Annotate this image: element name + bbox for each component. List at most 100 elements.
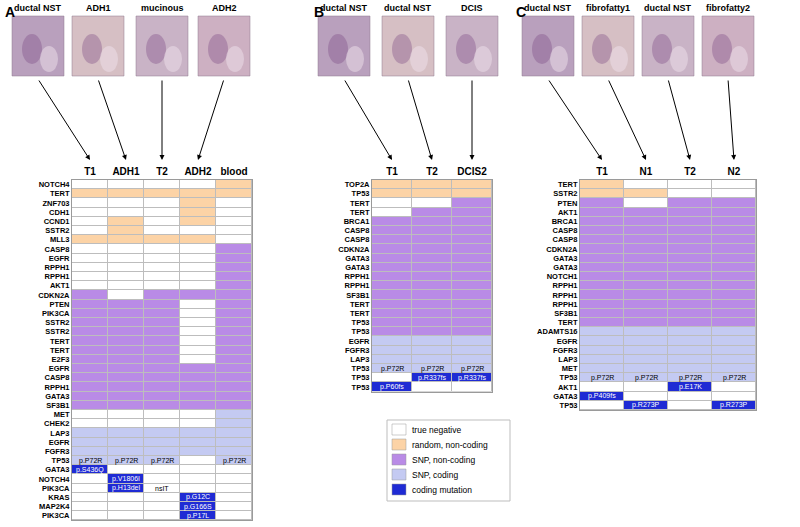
svg-text:true negative: true negative — [412, 425, 461, 435]
svg-text:T2: T2 — [426, 166, 438, 177]
svg-text:ductal NST: ductal NST — [644, 3, 692, 13]
svg-text:GATA3: GATA3 — [345, 254, 369, 263]
svg-text:p.P72R: p.P72R — [381, 365, 404, 373]
svg-text:EGFR: EGFR — [49, 364, 70, 373]
svg-text:CDH1: CDH1 — [49, 208, 69, 217]
svg-text:T2: T2 — [156, 166, 168, 177]
svg-text:ductal NST: ductal NST — [384, 3, 432, 13]
svg-text:p.V1806I: p.V1806I — [112, 475, 140, 483]
svg-text:mucinous: mucinous — [141, 3, 184, 13]
svg-text:p.P72R: p.P72R — [115, 457, 138, 465]
svg-text:GATA3: GATA3 — [553, 392, 577, 401]
svg-text:FGFR3: FGFR3 — [553, 346, 578, 355]
svg-text:p.P72R: p.P72R — [79, 457, 102, 465]
svg-text:LAP3: LAP3 — [50, 429, 69, 438]
svg-text:MET: MET — [54, 410, 70, 419]
svg-text:ductal NST: ductal NST — [14, 3, 62, 13]
svg-text:p.P72R: p.P72R — [461, 365, 484, 373]
svg-text:blood: blood — [220, 166, 247, 177]
svg-text:random, non-coding: random, non-coding — [412, 440, 488, 450]
svg-text:ductal NST: ductal NST — [524, 3, 572, 13]
svg-text:TERT: TERT — [50, 337, 70, 346]
svg-text:PTEN: PTEN — [49, 300, 69, 309]
svg-text:p.P72R: p.P72R — [723, 374, 746, 382]
svg-text:p.P60fs: p.P60fs — [380, 383, 404, 391]
svg-text:TP53: TP53 — [352, 318, 370, 327]
svg-text:CASP8: CASP8 — [344, 226, 369, 235]
svg-text:B: B — [314, 4, 324, 20]
svg-text:TERT: TERT — [350, 309, 370, 318]
svg-text:BRCA1: BRCA1 — [344, 217, 370, 226]
svg-text:NOTCH1: NOTCH1 — [547, 272, 578, 281]
svg-text:TERT: TERT — [350, 208, 370, 217]
svg-text:BRCA1: BRCA1 — [552, 217, 578, 226]
svg-text:SNP, coding: SNP, coding — [412, 470, 458, 480]
svg-text:E2F3: E2F3 — [52, 355, 70, 364]
svg-text:TERT: TERT — [50, 346, 70, 355]
svg-text:TP53: TP53 — [52, 456, 70, 465]
svg-text:p.R337fs: p.R337fs — [458, 374, 487, 382]
svg-text:p.G12C: p.G12C — [186, 493, 210, 501]
svg-text:CASP8: CASP8 — [552, 235, 577, 244]
svg-text:TP53: TP53 — [352, 373, 370, 382]
svg-text:CASP8: CASP8 — [552, 226, 577, 235]
svg-text:TP53: TP53 — [352, 327, 370, 336]
svg-text:LAP3: LAP3 — [558, 355, 577, 364]
svg-text:TP53: TP53 — [560, 401, 578, 410]
svg-text:A: A — [5, 4, 15, 20]
svg-text:PIK3CA: PIK3CA — [42, 511, 70, 520]
svg-text:p.R273P: p.R273P — [720, 401, 748, 409]
svg-text:p.S436Q: p.S436Q — [76, 466, 104, 474]
svg-text:FGFR3: FGFR3 — [45, 447, 70, 456]
svg-text:GATA3: GATA3 — [345, 263, 369, 272]
svg-text:p.P72R: p.P72R — [635, 374, 658, 382]
svg-text:KRAS: KRAS — [48, 493, 69, 502]
svg-text:p.P17L: p.P17L — [187, 512, 209, 520]
svg-text:RPPH1: RPPH1 — [44, 263, 69, 272]
svg-text:PTEN: PTEN — [557, 199, 577, 208]
svg-text:GATA3: GATA3 — [553, 254, 577, 263]
svg-text:GATA3: GATA3 — [45, 392, 69, 401]
svg-text:DCIS: DCIS — [461, 3, 483, 13]
svg-text:T1: T1 — [596, 166, 608, 177]
svg-text:TP53: TP53 — [352, 189, 370, 198]
svg-text:SNP, non-coding: SNP, non-coding — [412, 455, 475, 465]
svg-text:p.P72R: p.P72R — [151, 457, 174, 465]
svg-text:NOTCH4: NOTCH4 — [39, 475, 71, 484]
svg-text:CASP8: CASP8 — [44, 245, 69, 254]
svg-text:CDKN2A: CDKN2A — [38, 291, 70, 300]
svg-text:NOTCH4: NOTCH4 — [39, 180, 71, 189]
svg-text:FGFR3: FGFR3 — [345, 346, 370, 355]
svg-text:EGFR: EGFR — [49, 254, 70, 263]
svg-text:p.R337fs: p.R337fs — [418, 374, 447, 382]
svg-text:CDKN2A: CDKN2A — [546, 245, 578, 254]
svg-text:SF3B1: SF3B1 — [346, 291, 369, 300]
svg-text:C: C — [516, 4, 526, 20]
svg-text:SSTR2: SSTR2 — [45, 226, 69, 235]
svg-text:TERT: TERT — [558, 318, 578, 327]
svg-text:p.R273P: p.R273P — [632, 401, 660, 409]
svg-text:MET: MET — [562, 364, 578, 373]
svg-text:SSTR2: SSTR2 — [553, 189, 577, 198]
svg-text:TERT: TERT — [50, 189, 70, 198]
svg-text:RPPH1: RPPH1 — [552, 300, 577, 309]
svg-text:T1: T1 — [386, 166, 398, 177]
svg-text:ZNF703: ZNF703 — [42, 199, 69, 208]
svg-text:p.G166S: p.G166S — [184, 503, 212, 511]
svg-text:CASP8: CASP8 — [44, 373, 69, 382]
svg-text:TERT: TERT — [558, 180, 578, 189]
svg-text:AKT1: AKT1 — [558, 383, 578, 392]
svg-text:p.P72R: p.P72R — [679, 374, 702, 382]
svg-text:p.P409fs: p.P409fs — [588, 392, 616, 400]
svg-text:MLL3: MLL3 — [50, 235, 70, 244]
svg-text:RPPH1: RPPH1 — [552, 281, 577, 290]
svg-text:nsIT: nsIT — [155, 485, 169, 492]
svg-text:CHEK2: CHEK2 — [44, 419, 69, 428]
svg-text:ADH1: ADH1 — [112, 166, 140, 177]
svg-text:MAP2K4: MAP2K4 — [39, 502, 70, 511]
svg-text:PIK3CA: PIK3CA — [42, 309, 70, 318]
svg-text:SSTR2: SSTR2 — [45, 318, 69, 327]
svg-text:TP53: TP53 — [352, 383, 370, 392]
svg-text:GATA3: GATA3 — [45, 465, 69, 474]
svg-text:RPPH1: RPPH1 — [44, 383, 69, 392]
